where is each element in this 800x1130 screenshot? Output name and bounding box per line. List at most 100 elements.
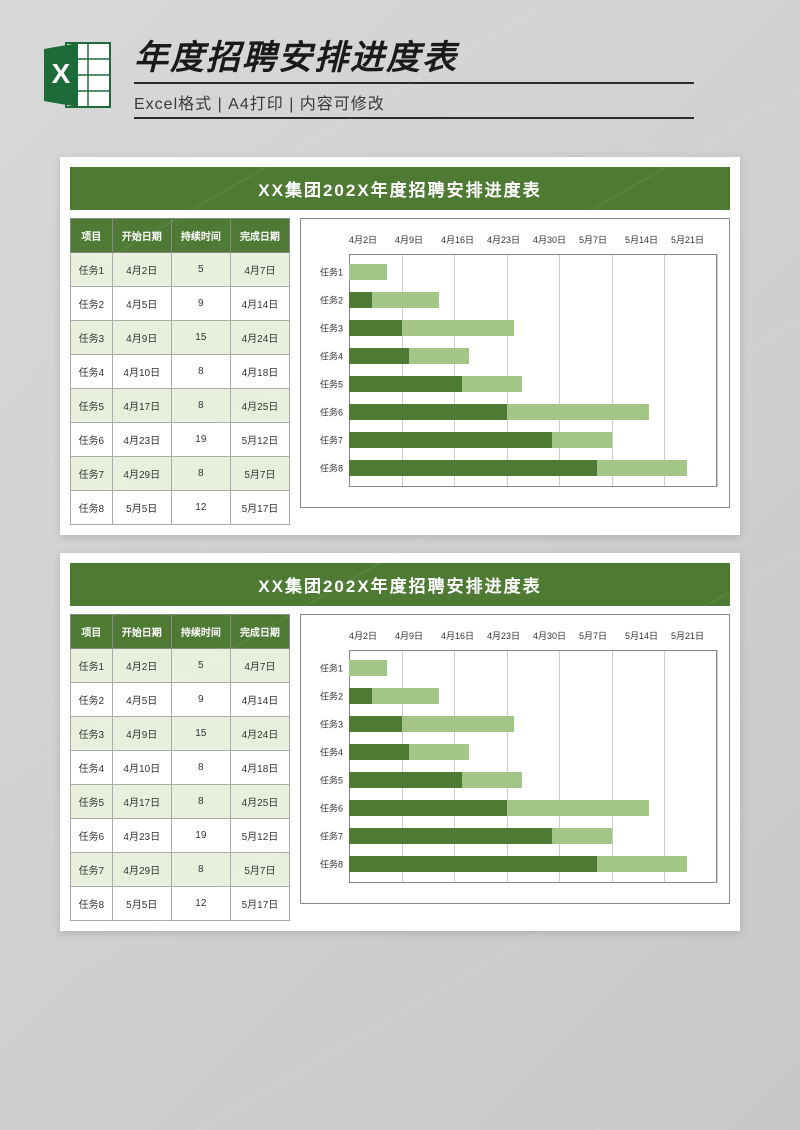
title-underline-top bbox=[134, 82, 694, 84]
table-header: 开始日期 bbox=[112, 219, 171, 253]
gantt-bar-offset bbox=[349, 320, 402, 336]
table-cell: 5 bbox=[171, 649, 230, 683]
y-tick: 任务1 bbox=[309, 662, 343, 675]
gantt-bar-duration bbox=[552, 432, 612, 448]
table-cell: 任务8 bbox=[71, 887, 113, 921]
x-tick: 4月9日 bbox=[395, 233, 441, 246]
sheet-body: 项目开始日期持续时间完成日期任务14月2日54月7日任务24月5日94月14日任… bbox=[70, 614, 730, 921]
gantt-bar-duration bbox=[597, 856, 687, 872]
gantt-bar-duration bbox=[507, 800, 650, 816]
table-cell: 8 bbox=[171, 853, 230, 887]
table-row: 任务54月17日84月25日 bbox=[71, 389, 290, 423]
x-axis-labels: 4月2日4月9日4月16日4月23日4月30日5月7日5月14日5月21日 bbox=[349, 629, 717, 642]
table-row: 任务54月17日84月25日 bbox=[71, 785, 290, 819]
table-cell: 4月29日 bbox=[112, 853, 171, 887]
y-tick: 任务8 bbox=[309, 858, 343, 871]
table-cell: 5月7日 bbox=[230, 457, 289, 491]
table-header: 持续时间 bbox=[171, 219, 230, 253]
gantt-row bbox=[349, 716, 717, 732]
table-cell: 19 bbox=[171, 423, 230, 457]
gantt-bar-duration bbox=[349, 264, 387, 280]
table-cell: 任务2 bbox=[71, 683, 113, 717]
table-cell: 4月7日 bbox=[230, 649, 289, 683]
gantt-row bbox=[349, 292, 717, 308]
sheet: XX集团202X年度招聘安排进度表项目开始日期持续时间完成日期任务14月2日54… bbox=[60, 157, 740, 535]
gantt-bar-offset bbox=[349, 460, 597, 476]
y-tick: 任务4 bbox=[309, 746, 343, 759]
gantt-row bbox=[349, 432, 717, 448]
table-cell: 任务1 bbox=[71, 253, 113, 287]
table-cell: 5 bbox=[171, 253, 230, 287]
table-cell: 4月14日 bbox=[230, 287, 289, 321]
chart-border bbox=[349, 650, 717, 883]
table-cell: 9 bbox=[171, 287, 230, 321]
gantt-row bbox=[349, 828, 717, 844]
x-tick: 4月30日 bbox=[533, 629, 579, 642]
sheet-title: XX集团202X年度招聘安排进度表 bbox=[70, 563, 730, 606]
y-tick: 任务8 bbox=[309, 462, 343, 475]
table-row: 任务74月29日85月7日 bbox=[71, 853, 290, 887]
table-cell: 4月24日 bbox=[230, 321, 289, 355]
table-row: 任务34月9日154月24日 bbox=[71, 717, 290, 751]
gantt-bar-offset bbox=[349, 772, 462, 788]
y-tick: 任务7 bbox=[309, 434, 343, 447]
task-table: 项目开始日期持续时间完成日期任务14月2日54月7日任务24月5日94月14日任… bbox=[70, 614, 290, 921]
table-cell: 4月23日 bbox=[112, 423, 171, 457]
table-header: 完成日期 bbox=[230, 615, 289, 649]
table-cell: 任务3 bbox=[71, 321, 113, 355]
y-tick: 任务1 bbox=[309, 266, 343, 279]
table-cell: 4月5日 bbox=[112, 683, 171, 717]
gantt-bar-duration bbox=[402, 320, 515, 336]
table-row: 任务44月10日84月18日 bbox=[71, 751, 290, 785]
gantt-bar-duration bbox=[372, 292, 440, 308]
grid-line bbox=[717, 254, 718, 487]
gantt-row bbox=[349, 348, 717, 364]
x-tick: 5月14日 bbox=[625, 629, 671, 642]
y-tick: 任务4 bbox=[309, 350, 343, 363]
gantt-bar-duration bbox=[409, 348, 469, 364]
gantt-bar-offset bbox=[349, 800, 507, 816]
gantt-row bbox=[349, 772, 717, 788]
y-tick: 任务7 bbox=[309, 830, 343, 843]
grid-line bbox=[717, 650, 718, 883]
gantt-bar-duration bbox=[597, 460, 687, 476]
x-axis-labels: 4月2日4月9日4月16日4月23日4月30日5月7日5月14日5月21日 bbox=[349, 233, 717, 246]
table-cell: 15 bbox=[171, 321, 230, 355]
y-tick: 任务6 bbox=[309, 802, 343, 815]
table-cell: 4月2日 bbox=[112, 649, 171, 683]
table-cell: 4月24日 bbox=[230, 717, 289, 751]
x-tick: 4月30日 bbox=[533, 233, 579, 246]
y-tick: 任务3 bbox=[309, 322, 343, 335]
table-cell: 4月18日 bbox=[230, 355, 289, 389]
table-cell: 8 bbox=[171, 457, 230, 491]
gantt-bar-offset bbox=[349, 744, 409, 760]
table-cell: 任务5 bbox=[71, 389, 113, 423]
x-tick: 4月23日 bbox=[487, 629, 533, 642]
table-cell: 4月7日 bbox=[230, 253, 289, 287]
gantt-bar-offset bbox=[349, 376, 462, 392]
table-cell: 任务2 bbox=[71, 287, 113, 321]
table-cell: 4月9日 bbox=[112, 717, 171, 751]
table-cell: 任务4 bbox=[71, 355, 113, 389]
table-cell: 8 bbox=[171, 785, 230, 819]
table-cell: 4月18日 bbox=[230, 751, 289, 785]
table-cell: 8 bbox=[171, 389, 230, 423]
table-cell: 任务6 bbox=[71, 819, 113, 853]
table-row: 任务64月23日195月12日 bbox=[71, 819, 290, 853]
table-cell: 任务5 bbox=[71, 785, 113, 819]
gantt-row bbox=[349, 376, 717, 392]
title-block: 年度招聘安排进度表 Excel格式 | A4打印 | 内容可修改 bbox=[134, 30, 760, 119]
gantt-bar-offset bbox=[349, 856, 597, 872]
x-tick: 5月7日 bbox=[579, 233, 625, 246]
sheet: XX集团202X年度招聘安排进度表项目开始日期持续时间完成日期任务14月2日54… bbox=[60, 553, 740, 931]
table-row: 任务74月29日85月7日 bbox=[71, 457, 290, 491]
table-cell: 8 bbox=[171, 355, 230, 389]
table-cell: 15 bbox=[171, 717, 230, 751]
table-header: 持续时间 bbox=[171, 615, 230, 649]
table-row: 任务24月5日94月14日 bbox=[71, 287, 290, 321]
table-cell: 5月5日 bbox=[112, 887, 171, 921]
y-tick: 任务5 bbox=[309, 378, 343, 391]
table-cell: 任务4 bbox=[71, 751, 113, 785]
gantt-bar-duration bbox=[402, 716, 515, 732]
table-cell: 5月7日 bbox=[230, 853, 289, 887]
